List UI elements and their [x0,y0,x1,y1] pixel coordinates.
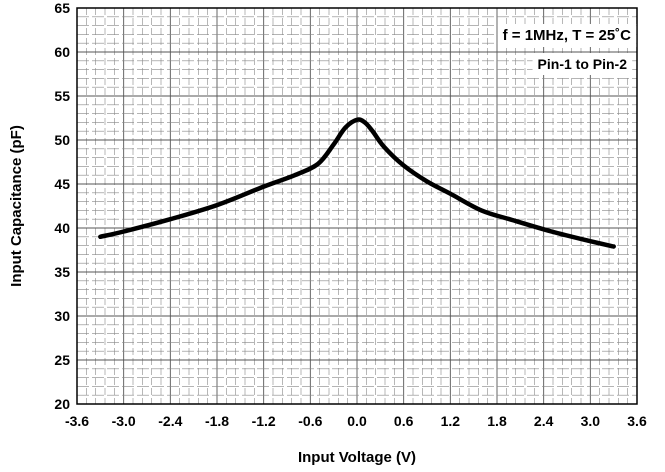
x-tick-label: 0.0 [347,413,367,429]
x-tick-label: 3.0 [581,413,601,429]
x-tick-label: 1.2 [441,413,461,429]
annotation-box-pins [532,53,633,75]
x-tick-label: -1.2 [252,413,276,429]
x-tick-label: -2.4 [158,413,182,429]
x-tick-label: -3.0 [112,413,136,429]
y-tick-label: 60 [54,44,70,60]
y-tick-label: 25 [54,352,70,368]
annotation-pins: Pin-1 to Pin-2 [538,56,628,72]
annotation-conditions: f = 1MHz, T = 25˚C [503,27,632,44]
annotation-box-conditions [497,24,637,47]
x-tick-label: 0.6 [394,413,414,429]
y-tick-label: 35 [54,264,70,280]
y-tick-label: 45 [54,176,70,192]
y-tick-label: 55 [54,88,70,104]
x-tick-label: -3.6 [65,413,89,429]
x-tick-label: -0.6 [298,413,322,429]
y-tick-label: 65 [54,0,70,16]
x-tick-label: 3.6 [627,413,647,429]
x-tick-label: 1.8 [487,413,507,429]
y-axis-title: Input Capacitance (pF) [8,125,25,287]
x-axis-title: Input Voltage (V) [298,449,416,466]
plot-frame [76,7,638,405]
y-tick-label: 50 [54,132,70,148]
y-tick-label: 30 [54,308,70,324]
annotations: f = 1MHz, T = 25˚C Pin-1 to Pin-2 [497,24,637,75]
tick-labels: -3.6 -3.0 -2.4 -1.8 -1.2 -0.6 0.0 0.6 1.2 1.8 2.4 3… [54,0,647,429]
x-tick-label: -1.8 [205,413,229,429]
y-tick-label: 40 [54,220,70,236]
y-tick-label: 20 [54,396,70,412]
x-tick-label: 2.4 [534,413,554,429]
series-line [98,117,616,249]
